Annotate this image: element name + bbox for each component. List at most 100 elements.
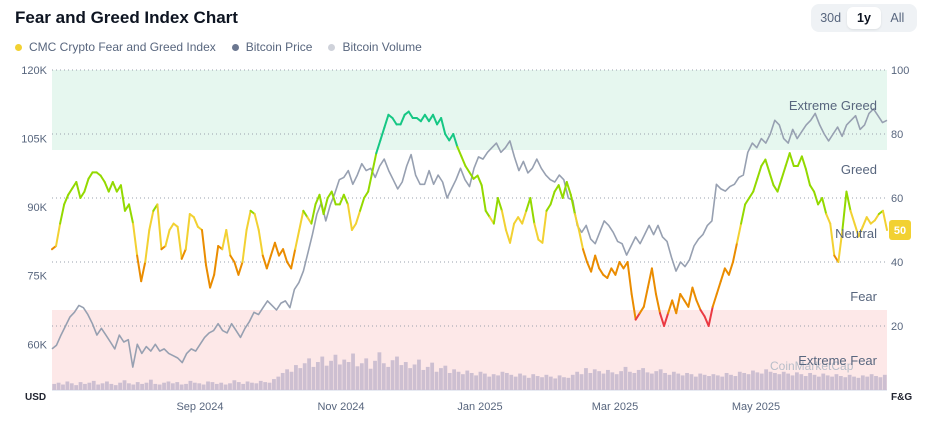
volume-bar <box>707 376 711 390</box>
fear-greed-segment <box>813 190 820 206</box>
fear-greed-segment <box>808 184 816 193</box>
range-1y-button[interactable]: 1y <box>847 7 881 29</box>
fear-greed-segment <box>213 245 220 276</box>
volume-bar <box>390 360 395 390</box>
current-value-badge-bg <box>889 220 911 240</box>
fear-greed-segment <box>359 197 366 212</box>
volume-bar <box>109 383 114 390</box>
volume-bar <box>280 372 285 390</box>
volume-bar <box>412 364 417 390</box>
fear-greed-segment <box>342 193 349 206</box>
volume-bar <box>632 372 637 390</box>
volume-bar <box>96 384 101 390</box>
volume-bar <box>548 376 553 390</box>
fear-greed-segment <box>719 267 726 283</box>
volume-bar <box>821 373 826 390</box>
volume-bar <box>619 371 624 390</box>
volume-bar <box>777 374 782 390</box>
legend-label-bitcoin-price: Bitcoin Price <box>245 40 313 54</box>
fear-greed-segment <box>128 203 135 225</box>
zone-label: Fear <box>850 289 877 304</box>
legend-dot-fear-greed <box>15 43 22 51</box>
volume-bar <box>179 384 184 390</box>
fear-greed-segment <box>525 197 532 212</box>
volume-bar <box>465 370 470 390</box>
fear-greed-segment <box>318 193 325 215</box>
volume-bar <box>500 371 505 390</box>
fear-greed-segment <box>675 293 682 315</box>
x-axis-tick-label: Nov 2024 <box>317 401 364 413</box>
fear-greed-segment <box>748 190 755 199</box>
time-range-selector: 30d 1y All <box>811 4 917 32</box>
fear-greed-segment <box>103 181 110 193</box>
volume-bar <box>452 369 457 390</box>
range-30d-button[interactable]: 30d <box>820 11 842 25</box>
zone-label: Greed <box>841 162 877 177</box>
fear-greed-segment <box>119 184 126 212</box>
volume-bar <box>214 383 219 390</box>
volume-bar <box>254 383 259 390</box>
fear-greed-segment <box>752 177 759 193</box>
volume-bar <box>689 374 694 390</box>
volume-bar <box>764 369 769 390</box>
x-axis-tick-label: Sep 2024 <box>176 401 223 413</box>
fear-greed-segment <box>821 197 828 215</box>
fear-greed-segment <box>371 152 378 174</box>
legend-item-bitcoin-volume[interactable]: Bitcoin Volume <box>328 40 422 54</box>
volume-bar <box>399 365 404 390</box>
fear-greed-segment <box>245 209 252 231</box>
volume-bar <box>645 372 650 390</box>
fear-greed-segment <box>638 305 645 315</box>
volume-bar <box>162 382 166 390</box>
volume-bar <box>250 382 254 390</box>
fear-greed-segment <box>545 203 552 212</box>
fear-greed-segment <box>776 177 783 193</box>
fear-greed-segment <box>67 187 74 196</box>
fear-greed-segment <box>780 165 787 180</box>
fear-greed-segment <box>650 267 657 295</box>
volume-bar <box>540 377 544 390</box>
legend-item-bitcoin-price[interactable]: Bitcoin Price <box>231 40 313 54</box>
volume-bar <box>588 372 593 390</box>
fear-greed-segment <box>679 293 686 302</box>
right-axis-unit-label: F&G <box>891 392 912 403</box>
fear-greed-segment <box>144 229 151 263</box>
volume-bar <box>223 384 228 390</box>
volume-bar <box>351 353 355 390</box>
fear-greed-segment <box>695 299 702 311</box>
x-axis-tick-label: Mar 2025 <box>592 401 638 413</box>
fear-greed-segment <box>180 248 187 260</box>
fear-greed-segment <box>136 254 143 283</box>
fear-greed-segment <box>427 113 435 123</box>
range-all-button[interactable]: All <box>890 11 905 25</box>
fear-greed-segment <box>764 158 771 174</box>
fear-greed-segment <box>55 222 62 247</box>
chart-legend: CMC Crypto Fear and Greed Index Bitcoin … <box>15 40 422 54</box>
volume-bar <box>236 382 241 390</box>
volume-bar <box>100 383 105 390</box>
fear-greed-segment <box>456 145 463 158</box>
volume-bar <box>395 356 399 390</box>
volume-bar <box>830 376 834 390</box>
volume-bar <box>447 372 452 390</box>
volume-bar <box>698 373 703 390</box>
fear-greed-segment <box>237 261 244 276</box>
fear-greed-segment <box>261 254 268 270</box>
fear-greed-segment <box>476 174 483 187</box>
legend-dot-bitcoin-volume <box>328 43 336 51</box>
fear-greed-segment <box>581 248 589 263</box>
volume-bar <box>790 375 795 390</box>
fear-greed-segment <box>432 113 439 126</box>
fear-greed-segment <box>577 229 584 251</box>
volume-bar <box>566 377 571 390</box>
volume-bars <box>52 352 887 390</box>
fear-greed-segment <box>225 229 232 257</box>
fear-greed-segment <box>107 181 114 193</box>
volume-bar <box>131 384 136 390</box>
volume-bar <box>786 373 791 390</box>
fear-greed-segment <box>849 209 856 225</box>
volume-bar <box>544 374 549 390</box>
volume-bar <box>166 381 171 390</box>
legend-item-fear-greed[interactable]: CMC Crypto Fear and Greed Index <box>15 40 216 54</box>
